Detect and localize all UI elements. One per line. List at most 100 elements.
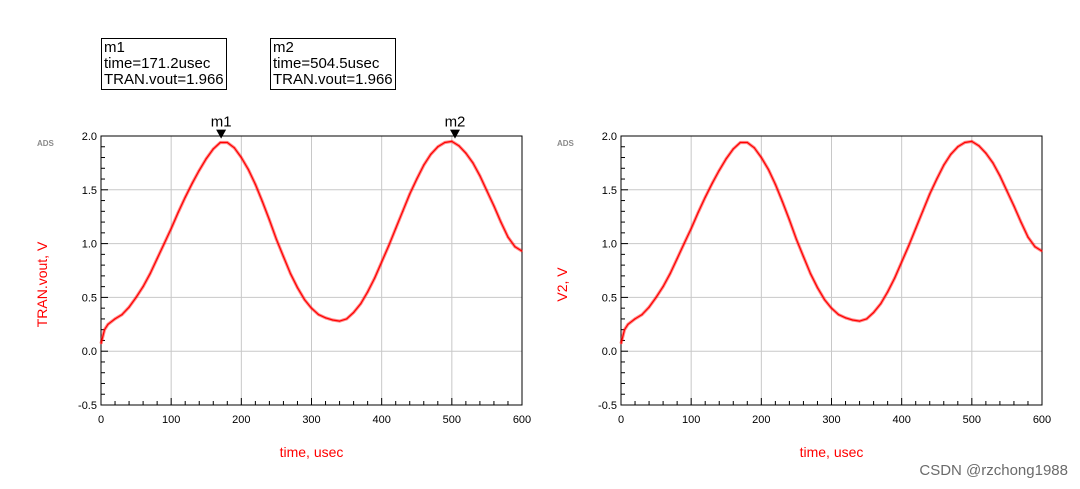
series-point xyxy=(409,193,411,195)
series-point xyxy=(149,273,151,275)
x-tick-label: 0 xyxy=(618,414,624,426)
x-tick-label: 300 xyxy=(822,414,840,426)
series-point xyxy=(697,211,699,213)
x-tick-label: 100 xyxy=(682,414,700,426)
series-point xyxy=(901,261,903,263)
series-point xyxy=(135,296,137,298)
series-point xyxy=(121,314,123,316)
series-point xyxy=(971,140,973,142)
series-point xyxy=(219,141,221,144)
series-point xyxy=(873,311,875,314)
series-point xyxy=(1013,205,1015,207)
marker-m1-time: time=171.2usec xyxy=(104,55,211,72)
series-point xyxy=(795,238,798,240)
marker-m2-triangle xyxy=(449,129,460,139)
series-point xyxy=(353,311,355,314)
marker-m1-readout: m1 time=171.2usec TRAN.vout=1.966 xyxy=(101,38,227,90)
series-point xyxy=(388,245,390,247)
series-point xyxy=(170,227,172,230)
series-point xyxy=(191,182,193,184)
series-point xyxy=(985,152,987,154)
marker-m1-label: m1 xyxy=(211,114,232,131)
series-point xyxy=(690,227,692,230)
marker-m1-value: TRAN.vout=1.966 xyxy=(104,71,224,88)
series-point xyxy=(816,287,819,289)
series-point xyxy=(767,168,769,170)
series-point xyxy=(486,190,488,192)
series-point xyxy=(950,153,952,155)
y-tick-label: 0.0 xyxy=(602,346,617,358)
series-point xyxy=(725,157,727,160)
series-point xyxy=(929,193,931,195)
series-point xyxy=(289,273,292,275)
series-point xyxy=(310,307,313,309)
series-point xyxy=(437,146,439,148)
series-point xyxy=(922,210,924,212)
series-point xyxy=(226,141,228,144)
x-tick-label: 400 xyxy=(892,414,910,426)
y-axis-label: V2, V xyxy=(554,267,570,302)
series-point xyxy=(402,210,404,212)
series-point xyxy=(858,320,861,322)
series-point xyxy=(683,243,685,245)
ads-brand-label: ADS xyxy=(557,139,575,148)
series-point xyxy=(1027,236,1029,238)
x-tick-label: 100 xyxy=(162,414,180,426)
y-tick-label: 0.5 xyxy=(602,292,617,304)
series-point xyxy=(887,291,889,293)
series-point xyxy=(345,318,348,320)
series-point xyxy=(360,303,362,305)
series-point xyxy=(303,298,306,301)
series-point xyxy=(521,250,523,252)
series-point xyxy=(107,323,109,325)
series-point xyxy=(114,318,116,320)
series-point xyxy=(184,196,186,198)
series-point xyxy=(367,291,369,293)
series-point xyxy=(282,255,285,258)
series-point xyxy=(423,164,425,166)
series-point xyxy=(1020,221,1022,223)
series-point xyxy=(760,156,762,159)
series-point xyxy=(103,329,106,331)
series-point xyxy=(198,169,200,172)
series-point xyxy=(669,273,671,275)
series-point xyxy=(254,183,256,186)
series-point xyxy=(809,273,812,275)
series-point xyxy=(915,227,917,230)
series-point xyxy=(781,201,783,203)
chart-2: -0.5 0.0 0.5 1.0 1.5 2.0 0 100 200 300 400 500 600 AD… xyxy=(554,131,1051,460)
series-point xyxy=(317,314,320,316)
series-point xyxy=(128,306,130,308)
series-point xyxy=(444,141,446,144)
series-point xyxy=(1006,190,1008,192)
x-axis-label: time, usec xyxy=(800,444,864,460)
x-tick-label: 500 xyxy=(963,414,981,426)
series-point xyxy=(261,201,263,203)
series-point xyxy=(374,277,376,279)
series-point xyxy=(788,219,791,221)
series-point xyxy=(802,255,805,258)
series-point xyxy=(732,148,734,150)
x-tick-label: 500 xyxy=(443,414,461,426)
series-point xyxy=(844,317,847,319)
series-line xyxy=(620,140,1043,344)
x-axis-label: time, usec xyxy=(280,444,344,460)
series-line xyxy=(100,140,523,344)
series-point xyxy=(718,169,720,172)
series-point xyxy=(416,178,418,180)
series-point xyxy=(177,211,179,213)
series-point xyxy=(493,205,495,207)
y-tick-label: -0.5 xyxy=(78,400,97,412)
y-tick-label: 1.5 xyxy=(602,185,617,197)
series-point xyxy=(634,318,636,320)
y-tick-label: 2.0 xyxy=(82,131,97,143)
series-point xyxy=(662,286,664,288)
series-point xyxy=(472,162,474,164)
y-tick-label: -0.5 xyxy=(598,400,617,412)
series-point xyxy=(865,318,868,320)
x-tick-label: 400 xyxy=(372,414,390,426)
marker-m1-triangle xyxy=(216,129,227,139)
y-tick-label: 1.5 xyxy=(82,185,97,197)
